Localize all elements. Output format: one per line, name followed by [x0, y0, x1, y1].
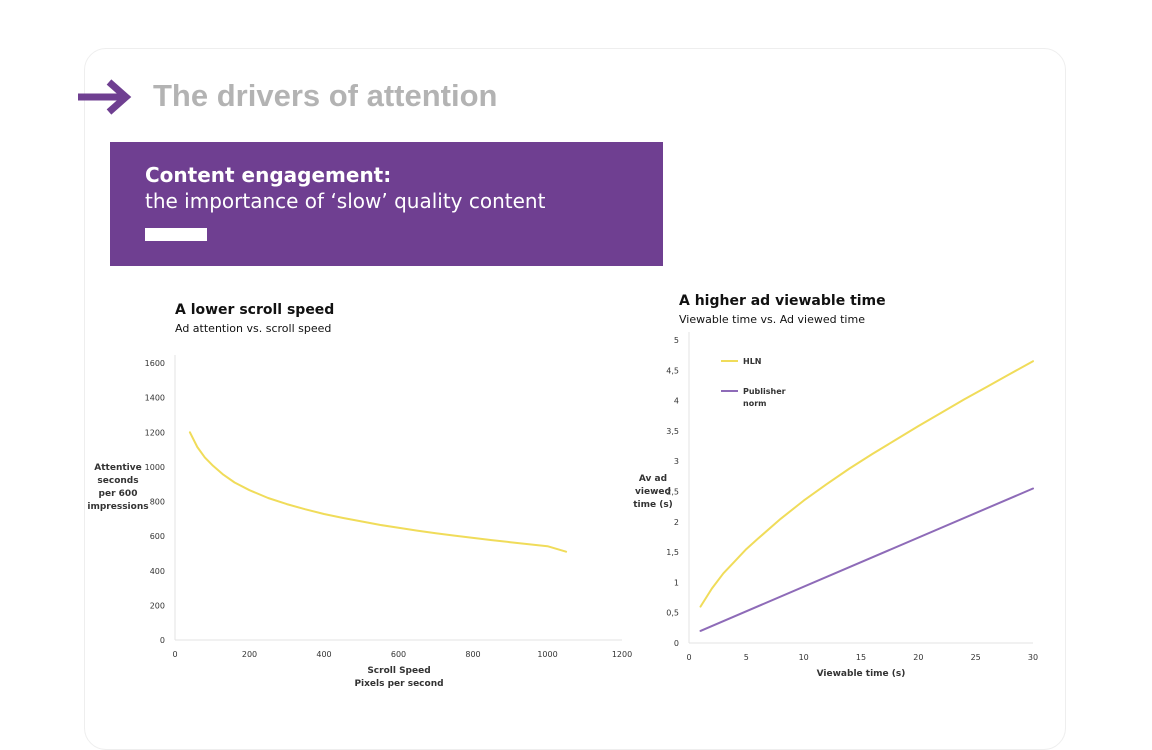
y-tick-label: 3 [674, 457, 679, 466]
viewable-time-chart: 0 0,5 1 1,5 2 2,5 3 3,5 4 4,5 5 0 5 10 15 20 25 30 Viewabl… [633, 332, 1038, 679]
series-line-0 [699, 360, 1034, 608]
legend-label-1: Publisher [743, 387, 786, 396]
scroll-speed-chart: 0 200 400 600 800 1000 1200 1400 1600 0 200 400 600 8… [87, 355, 632, 689]
y-axis-label: Av ad [639, 474, 667, 484]
y-tick-label: 200 [150, 601, 165, 610]
x-tick-label: 15 [856, 653, 866, 662]
y-tick-label: 1600 [145, 359, 165, 368]
banner-subtitle: the importance of ‘slow’ quality content [145, 189, 546, 213]
y-tick-label: 1400 [145, 394, 165, 403]
chart2-subtitle: Viewable time vs. Ad viewed time [679, 313, 865, 326]
y-axis-label: Attentive [94, 463, 141, 473]
y-tick-label: 4,5 [666, 366, 679, 375]
x-tick-label: 30 [1028, 653, 1038, 662]
y-axis-label: seconds [97, 476, 138, 486]
x-tick-label: 0 [686, 653, 691, 662]
series-line-1 [699, 487, 1034, 632]
y-tick-label: 800 [150, 498, 165, 507]
y-tick-label: 1 [674, 578, 679, 587]
y-tick-label: 1,5 [666, 548, 679, 557]
y-tick-label: 3,5 [666, 427, 679, 436]
x-axis-label-line2: Pixels per second [354, 679, 443, 689]
x-tick-label: 400 [316, 650, 331, 659]
x-tick-label: 25 [971, 653, 981, 662]
y-tick-label: 2 [674, 518, 679, 527]
y-tick-label: 0 [160, 636, 165, 645]
page-heading: The drivers of attention [153, 78, 498, 113]
banner-accent-bar [145, 228, 207, 241]
x-axis-label: Scroll Speed [367, 666, 430, 676]
legend-label-0: HLN [743, 357, 762, 366]
y-axis-label: viewed [635, 487, 671, 497]
y-axis-label: impressions [87, 502, 148, 512]
section-banner: Content engagement: the importance of ‘s… [110, 142, 663, 266]
legend-label-1: norm [743, 399, 766, 408]
x-tick-label: 5 [744, 653, 749, 662]
y-tick-label: 0 [674, 639, 679, 648]
x-tick-label: 20 [913, 653, 923, 662]
y-tick-label: 1000 [145, 463, 165, 472]
x-tick-label: 1000 [537, 650, 557, 659]
chart2-title: A higher ad viewable time [679, 293, 886, 309]
y-axis-label: per 600 [99, 489, 138, 499]
x-tick-label: 600 [391, 650, 406, 659]
y-tick-label: 1200 [145, 428, 165, 437]
chart1-title: A lower scroll speed [175, 302, 335, 318]
banner-title: Content engagement: [145, 163, 392, 187]
chart1-subtitle: Ad attention vs. scroll speed [175, 322, 332, 335]
x-tick-label: 1200 [612, 650, 632, 659]
series-line-0 [188, 431, 568, 553]
y-axis-label: time (s) [633, 500, 673, 510]
x-tick-label: 0 [172, 650, 177, 659]
y-tick-label: 0,5 [666, 609, 679, 618]
x-tick-label: 800 [465, 650, 480, 659]
x-tick-label: 200 [242, 650, 257, 659]
y-tick-label: 5 [674, 336, 679, 345]
x-axis-label: Viewable time (s) [817, 669, 906, 679]
y-tick-label: 2,5 [666, 488, 679, 497]
x-tick-label: 10 [799, 653, 809, 662]
y-tick-label: 600 [150, 532, 165, 541]
right-arrow-icon [78, 79, 132, 115]
y-tick-label: 4 [674, 397, 679, 406]
y-tick-label: 400 [150, 567, 165, 576]
